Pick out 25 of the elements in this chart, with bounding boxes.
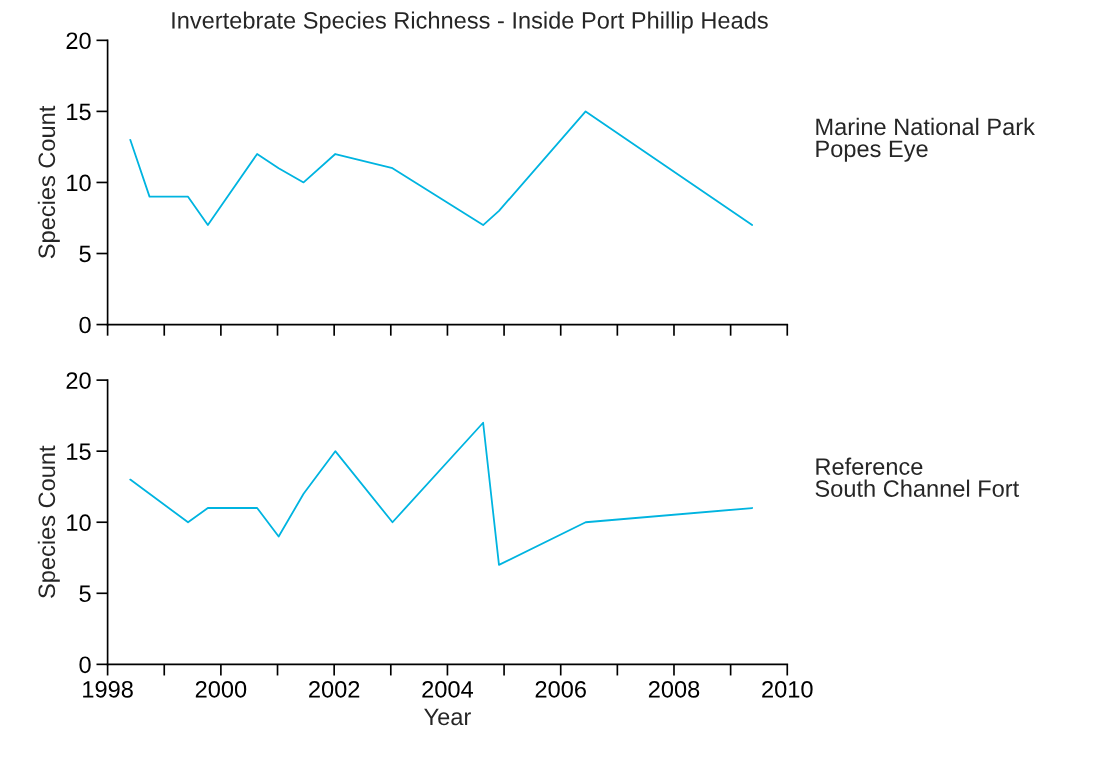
x-tick-label: 2000 xyxy=(195,680,247,698)
x-tick-label: 2004 xyxy=(422,680,474,698)
x-axis-title: Year xyxy=(424,708,471,726)
x-tick-label: 2006 xyxy=(535,680,586,698)
line-series xyxy=(129,110,754,226)
y-tick-label: 5 xyxy=(79,245,91,263)
x-tick-label: 2010 xyxy=(762,680,813,698)
y-axis-title: Species Count xyxy=(37,445,60,598)
chart-title: Invertebrate Species Richness - Inside Port Phillip Heads xyxy=(172,11,768,34)
y-tick-label: 20 xyxy=(66,32,91,50)
y-tick-label: 10 xyxy=(67,174,91,192)
y-tick-label: 15 xyxy=(67,103,91,121)
text: Marine National Park Popes Eye xyxy=(816,117,1035,162)
x-tick-label: 1998 xyxy=(83,680,133,698)
x-tick-label: 2002 xyxy=(309,680,360,698)
y-tick-label: 0 xyxy=(79,656,91,674)
y-tick-label: 5 xyxy=(79,585,91,603)
text: Reference South Channel Fort xyxy=(815,457,1020,497)
y-axis-title: Species Count xyxy=(37,105,60,259)
y-tick-label: 10 xyxy=(67,514,91,532)
y-tick-label: 20 xyxy=(66,372,91,389)
y-tick-label: 15 xyxy=(67,443,91,460)
x-tick-label: 2008 xyxy=(648,680,700,698)
y-tick-label: 0 xyxy=(79,316,91,334)
line-series xyxy=(129,421,754,566)
